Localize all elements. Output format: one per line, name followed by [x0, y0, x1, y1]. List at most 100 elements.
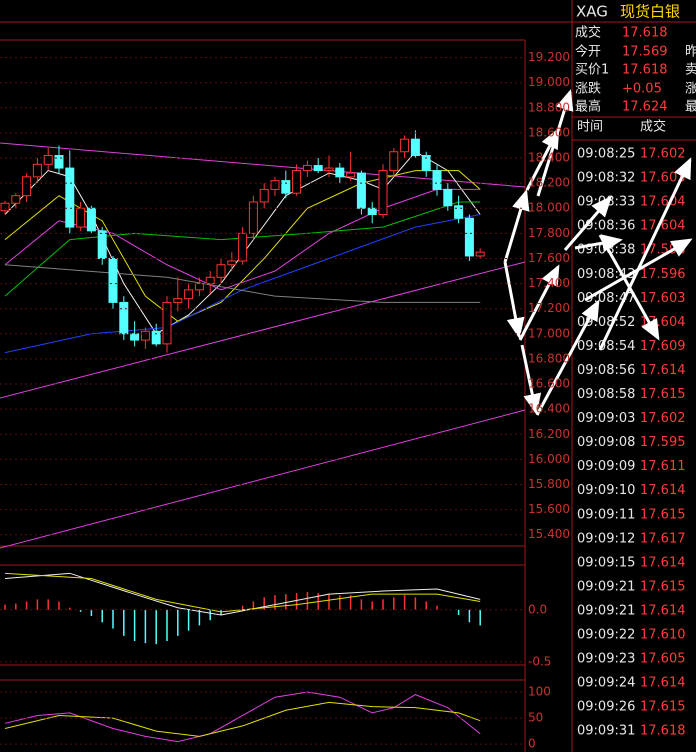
quote-label: 今开	[575, 44, 601, 60]
y-tick-label: -0.5	[528, 654, 551, 668]
candle-body	[335, 167, 345, 178]
candle-body	[432, 170, 442, 190]
y-tick-label: 15.600	[528, 502, 570, 516]
trade-price: 17.618	[640, 724, 686, 739]
trade-price: 17.617	[640, 531, 686, 546]
trade-price: 17.614	[640, 676, 686, 691]
quote-side-label: 昨	[685, 45, 696, 60]
trade-price: 17.615	[640, 387, 686, 402]
quote-side-label: 涨	[685, 82, 696, 97]
candle-body	[443, 188, 453, 207]
candle-body	[65, 167, 75, 228]
y-tick-label: 0	[528, 737, 536, 751]
candle-body	[410, 138, 420, 157]
trade-time: 09:09:24	[577, 676, 635, 691]
quote-side-label: 卖	[685, 63, 696, 78]
candle-body	[464, 217, 474, 257]
trade-time: 09:09:03	[577, 411, 635, 426]
y-tick-label: 50	[528, 711, 543, 725]
trade-time: 09:09:22	[577, 628, 635, 643]
candle-body	[367, 207, 377, 216]
candle-body	[205, 276, 215, 285]
trade-price: 17.615	[640, 507, 686, 522]
trade-price: 17.614	[640, 483, 686, 498]
trade-time: 09:09:09	[577, 459, 635, 474]
candle-body	[173, 298, 183, 303]
candle-body	[184, 289, 194, 300]
candle-body	[238, 232, 248, 262]
trade-price: 17.610	[640, 628, 686, 643]
candle-body	[22, 176, 32, 197]
trade-time: 09:08:58	[577, 387, 635, 402]
y-tick-label: 17.000	[528, 326, 570, 340]
candle-body	[140, 330, 150, 341]
trade-time: 09:09:21	[577, 579, 635, 594]
candle-body	[270, 180, 280, 190]
quote-value: 17.624	[622, 100, 668, 115]
symbol: XAG	[576, 3, 608, 21]
trade-price: 17.611	[640, 459, 686, 474]
trades-header: 成交	[640, 119, 666, 135]
trade-price: 17.603	[640, 171, 686, 186]
trade-time: 09:09:12	[577, 531, 635, 546]
candle-body	[86, 207, 96, 232]
trade-time: 09:09:15	[577, 555, 635, 570]
candle-body	[400, 138, 410, 153]
indicator-line	[4, 572, 481, 613]
candle-body	[259, 188, 269, 203]
quote-side-label: 最	[685, 100, 696, 115]
y-tick-label: 16.800	[528, 351, 570, 365]
quote-label: 买价1	[575, 63, 609, 78]
candle-body	[281, 180, 291, 194]
candle-body	[292, 170, 302, 194]
trade-price: 17.595	[640, 435, 686, 450]
trade-price: 17.605	[640, 652, 686, 667]
candle-body	[43, 155, 53, 165]
plots	[0, 130, 485, 743]
candle-body	[454, 205, 464, 219]
y-tick-label: 16.200	[528, 427, 570, 441]
trade-time: 09:09:21	[577, 603, 635, 618]
y-tick-label: 17.800	[528, 226, 570, 240]
trade-price: 17.596	[640, 267, 686, 282]
indicator-line	[4, 691, 481, 743]
trade-time: 09:08:56	[577, 363, 635, 378]
indicator-line	[4, 188, 481, 291]
candle-body	[162, 301, 172, 345]
candle-body	[389, 151, 399, 172]
trade-price: 17.602	[640, 411, 686, 426]
y-tick-label: 16.600	[528, 377, 570, 391]
y-tick-label: 18.200	[528, 176, 570, 190]
candle-body	[54, 155, 64, 169]
candle-body	[302, 165, 312, 172]
y-tick-label: 15.800	[528, 477, 570, 491]
y-tick-label: 19.000	[528, 75, 570, 89]
trade-price: 17.615	[640, 579, 686, 594]
trades-header: 时间	[577, 120, 603, 135]
trade-price: 17.615	[640, 700, 686, 715]
quote-value: +0.05	[622, 82, 662, 97]
annotation-arrows	[503, 89, 693, 416]
indicator-line	[4, 151, 481, 335]
candle-body	[346, 172, 356, 178]
trade-time: 09:09:23	[577, 652, 635, 667]
candle-body	[475, 251, 485, 257]
candle-body	[97, 230, 107, 259]
candle-body	[76, 207, 86, 228]
trade-time: 09:09:26	[577, 700, 635, 715]
trade-price: 17.614	[640, 603, 686, 618]
y-tick-label: 0.0	[528, 602, 547, 616]
quote-value: 17.618	[622, 63, 668, 78]
y-tick-label: 18.600	[528, 125, 570, 139]
y-tick-label: 17.400	[528, 276, 570, 290]
y-tick-label: 17.600	[528, 251, 570, 265]
y-tick-label: 16.000	[528, 452, 570, 466]
indicator-line	[4, 572, 481, 616]
trade-price: 17.609	[640, 339, 686, 354]
quote-label: 最高	[575, 99, 601, 115]
candle-body	[32, 163, 42, 178]
y-tick-label: 100	[528, 685, 551, 699]
